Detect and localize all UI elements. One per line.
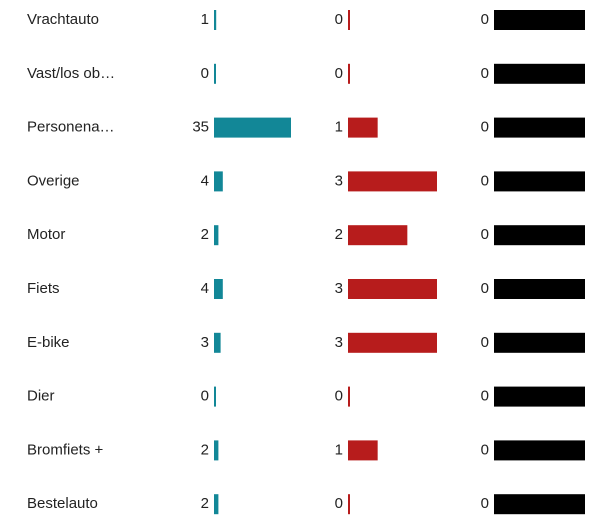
value-label: 0	[481, 388, 489, 405]
category-label: Overige	[27, 172, 80, 189]
bar	[214, 386, 216, 407]
value-label: 3	[335, 280, 343, 297]
bar	[214, 10, 217, 30]
value-label: 0	[481, 119, 489, 136]
bar	[494, 440, 585, 461]
bar	[214, 225, 219, 246]
value-label: 4	[201, 280, 209, 297]
category-label: E-bike	[27, 334, 70, 351]
bar	[494, 494, 585, 515]
value-label: 2	[201, 226, 209, 243]
bar	[348, 225, 408, 246]
category-label: Vast/los ob…	[27, 65, 115, 82]
value-label: 1	[201, 11, 209, 28]
bar	[348, 63, 350, 84]
value-label: 0	[481, 441, 489, 458]
value-label: 2	[201, 441, 209, 458]
value-label: 3	[201, 334, 209, 351]
bar	[348, 10, 350, 30]
bar	[214, 63, 216, 84]
bar	[348, 171, 437, 192]
category-label: Fiets	[27, 280, 60, 297]
category-label: Dier	[27, 388, 55, 405]
bar	[348, 332, 437, 353]
category-label: Bromfiets +	[27, 441, 104, 458]
value-label: 0	[481, 495, 489, 512]
bar	[214, 117, 291, 138]
value-label: 1	[335, 441, 343, 458]
bar	[214, 440, 219, 461]
value-label: 0	[201, 388, 209, 405]
value-label: 4	[201, 172, 209, 189]
bar	[494, 63, 585, 84]
value-label: 0	[335, 65, 343, 82]
bar	[494, 332, 585, 353]
bar	[494, 117, 585, 138]
bar	[214, 494, 219, 515]
bar	[214, 279, 223, 299]
value-label: 0	[335, 495, 343, 512]
bar	[494, 225, 585, 246]
bar	[494, 386, 585, 407]
value-label: 0	[201, 65, 209, 82]
value-label: 35	[192, 119, 209, 136]
bar	[348, 494, 350, 515]
bar	[494, 279, 585, 299]
bar	[214, 171, 223, 192]
value-label: 0	[335, 11, 343, 28]
category-label: Vrachtauto	[27, 11, 99, 28]
bar	[348, 386, 350, 407]
value-label: 0	[481, 334, 489, 351]
value-label: 3	[335, 172, 343, 189]
bar	[348, 117, 378, 138]
category-label: Personena…	[27, 119, 115, 136]
value-label: 2	[201, 495, 209, 512]
bar	[494, 171, 585, 192]
value-label: 0	[481, 280, 489, 297]
value-label: 0	[481, 11, 489, 28]
bar	[214, 332, 221, 353]
value-label: 0	[481, 65, 489, 82]
category-label: Bestelauto	[27, 495, 98, 512]
value-label: 2	[335, 226, 343, 243]
category-label: Motor	[27, 226, 65, 243]
value-label: 0	[335, 388, 343, 405]
value-label: 3	[335, 334, 343, 351]
bar	[348, 440, 378, 461]
bar	[494, 10, 585, 30]
value-label: 0	[481, 226, 489, 243]
value-label: 1	[335, 119, 343, 136]
value-label: 0	[481, 172, 489, 189]
bar	[348, 279, 437, 299]
